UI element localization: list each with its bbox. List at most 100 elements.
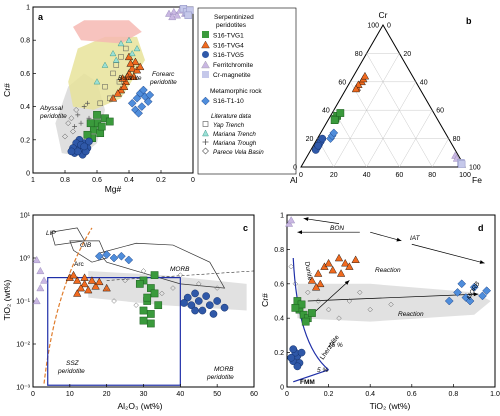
point-literature-6 xyxy=(111,298,117,304)
panel-d-y-tick-label-5: 1 xyxy=(280,213,284,220)
point-mariana-trench-3 xyxy=(117,40,125,47)
dunite-label: Dunite xyxy=(303,261,313,281)
point-s16-t1-10-4 xyxy=(465,296,475,306)
point-mariana-trench-6 xyxy=(128,50,136,57)
point-cr-magnetite-1 xyxy=(458,160,466,168)
point-s16-tvg1-7 xyxy=(147,310,155,318)
point-s16-tvg5-5 xyxy=(318,134,327,143)
panel-d-ylabel: Cr# xyxy=(260,293,270,307)
panel-c-x-tick-label-3: 30 xyxy=(140,391,148,398)
legend-tvg5-swatch xyxy=(202,51,209,58)
legend-ferritchromite-swatch xyxy=(201,60,210,69)
panel-c-x-tick-label-4: 40 xyxy=(176,391,184,398)
point-mariana-trench-2 xyxy=(125,36,133,43)
point-s16-t1-10-3 xyxy=(117,251,126,261)
panel-d-xlabel: TiO₂ (wt%) xyxy=(370,401,411,411)
panel-a-x-tick-label-5: 0 xyxy=(191,177,195,184)
legend-frame xyxy=(197,7,297,175)
point-s16-tvg4-6 xyxy=(341,258,350,267)
point-literature-4 xyxy=(325,306,332,313)
forearc-field xyxy=(68,36,145,110)
point-ferritchromite-1 xyxy=(169,7,178,16)
point-s16-tvg5-4 xyxy=(314,141,323,150)
point-parece-vela-basin-4 xyxy=(68,115,75,122)
morb-per-label: MORB xyxy=(214,366,234,373)
point-s16-tvg1-6 xyxy=(139,306,148,315)
panel-c-y-tick-label-1: 10⁻² xyxy=(16,342,30,349)
ternary-bottom-tick-3: 60 xyxy=(396,172,404,179)
panel-a-x-tick-label-1: 0.8 xyxy=(60,177,70,184)
panel-d-y-tick-label-0: 0 xyxy=(280,385,284,392)
point-s16-tvg4-6 xyxy=(69,270,78,279)
ssz-label: SSZ xyxy=(66,360,80,367)
point-literature-1 xyxy=(122,277,128,284)
ternary-fe-label: Fe xyxy=(472,175,482,185)
point-s16-tvg4-7 xyxy=(91,282,100,290)
panel-d-frame xyxy=(286,214,496,388)
point-s16-t1-10-0 xyxy=(444,296,454,306)
legend-mtrough-swatch xyxy=(202,139,209,145)
point-literature-5 xyxy=(140,268,147,274)
panel-b-letter: b xyxy=(466,16,472,26)
trend-arrow-4 xyxy=(307,293,479,302)
point-s16-tvg4-4 xyxy=(131,57,140,66)
ternary-bottom-tick-5: 100 xyxy=(459,172,471,179)
ternary-right-tick-5: 100 xyxy=(469,165,481,172)
point-ferritchromite-0 xyxy=(36,266,45,275)
forearc-label-2: peridotite xyxy=(149,79,177,86)
point-s16-tvg1-3 xyxy=(150,289,159,298)
ternary-left-tick-2: 40 xyxy=(322,108,330,115)
point-s16-t1-10-1 xyxy=(453,288,462,297)
point-s16-tvg5-7 xyxy=(202,292,210,300)
ternary-right-tick-4: 80 xyxy=(453,136,461,143)
point-literature-9 xyxy=(357,289,363,296)
panel-c: c 0 10 20 30 40 50 60 10⁻³ 10⁻² 10⁻¹ 10⁰ 10¹ LIP OI… xyxy=(2,213,258,412)
panel-c-x-tick-label-0: 0 xyxy=(31,391,35,398)
point-literature-7 xyxy=(388,301,394,308)
point-s16-tvg1-5 xyxy=(308,309,316,317)
legend-meta-title: Metamorphic rock xyxy=(210,88,262,95)
point-s16-tvg5-13 xyxy=(80,142,89,151)
boninite-label: Boninite xyxy=(118,75,142,82)
ternary-right-tick-0: 0 xyxy=(387,23,391,30)
reaction-label-1: Reaction xyxy=(375,267,401,274)
legend-yap-swatch xyxy=(202,121,209,127)
point-s16-tvg1-8 xyxy=(83,130,92,139)
panel-d-x-tick-label-0: 0 xyxy=(285,391,289,398)
point-mariana-trough-4 xyxy=(72,124,77,129)
panel-a-x-tick-label-4: 0.2 xyxy=(156,177,166,184)
panel-d-letter: d xyxy=(478,223,484,233)
point-s16-t1-10-1 xyxy=(102,250,112,259)
point-literature-7 xyxy=(170,285,176,291)
point-ferritchromite-5 xyxy=(168,12,177,21)
legend-mtrench: Mariana Trench xyxy=(213,131,256,138)
point-literature-0 xyxy=(288,263,294,270)
point-ferritchromite-2 xyxy=(173,11,181,19)
point-ferritchromite-1 xyxy=(287,216,296,224)
ssz-label-2: peridotite xyxy=(57,368,85,375)
oib-label: OIB xyxy=(80,242,92,249)
point-literature-1 xyxy=(292,281,299,287)
panel-d-x-tick-label-4: 0.8 xyxy=(449,391,459,398)
point-s16-t1-10-2 xyxy=(137,102,147,111)
point-s16-tvg4-7 xyxy=(120,82,129,90)
point-literature-8 xyxy=(133,302,139,308)
boninite-field xyxy=(73,20,142,44)
point-s16-tvg4-8 xyxy=(80,273,89,281)
morb-per-label-2: peridotite xyxy=(206,374,234,381)
abyssal-label-2: peridotite xyxy=(39,113,67,120)
panel-d-x-tick-label-5: 1.0 xyxy=(490,391,500,398)
point-s16-tvg5-11 xyxy=(73,147,82,156)
point-s16-t1-10-5 xyxy=(478,291,487,301)
point-s16-t1-10-9 xyxy=(134,108,143,118)
panel-a-ylabel: Cr# xyxy=(2,83,12,97)
point-s16-tvg5-3 xyxy=(191,289,199,298)
point-parece-vela-basin-2 xyxy=(73,106,80,113)
panel-a-y-tick-label-0: 0 xyxy=(26,171,30,178)
point-ferritchromite-3 xyxy=(36,284,45,292)
point-literature-3 xyxy=(315,298,321,304)
ternary-bottom-tick-0: 0 xyxy=(299,172,303,179)
ssz-curve xyxy=(43,227,93,384)
legend-tvg1: S16-TVG1 xyxy=(213,33,244,40)
